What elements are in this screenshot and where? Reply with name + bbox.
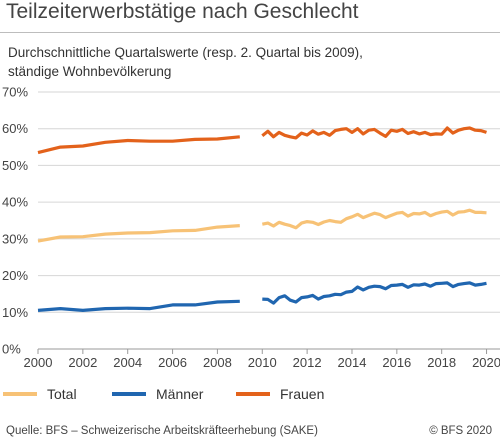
y-tick-label: 70% (2, 85, 28, 100)
y-tick-label: 30% (2, 231, 28, 246)
legend-swatch (112, 392, 146, 396)
series-line-frauen-segment-2 (261, 126, 487, 140)
legend-swatch (236, 392, 270, 396)
legend-item-frauen: Frauen (236, 383, 324, 405)
subtitle-line-2: ständige Wohnbevölkerung (8, 64, 172, 79)
y-tick-label: 20% (2, 268, 28, 283)
y-tick-label: 0% (2, 342, 21, 357)
subtitle-line-1: Durchschnittliche Quartalswerte (resp. 2… (8, 45, 363, 60)
x-tick-label: 2016 (382, 355, 411, 370)
series-line-total-segment-2 (261, 208, 487, 230)
x-tick-label: 2006 (158, 355, 187, 370)
series-lines (37, 126, 487, 312)
x-tick-label: 2020 (472, 355, 500, 370)
x-tick-label: 2000 (24, 355, 53, 370)
legend-label: Total (47, 386, 77, 402)
x-tick-label: 2008 (203, 355, 232, 370)
y-tick-label: 60% (2, 121, 28, 136)
legend-item-m-nner: Männer (112, 383, 203, 405)
gridlines (38, 91, 500, 350)
x-tick-label: 2012 (293, 355, 322, 370)
series-line-total-segment-1 (37, 224, 240, 243)
x-tick-label: 2014 (338, 355, 367, 370)
legend-label: Frauen (280, 386, 325, 402)
y-tick-label: 50% (2, 158, 28, 173)
x-tick-label: 2002 (68, 355, 97, 370)
copyright-note: © BFS 2020 (429, 425, 492, 437)
x-tick-label: 2010 (248, 355, 277, 370)
chart-subtitle: Durchschnittliche Quartalswerte (resp. 2… (8, 43, 488, 81)
x-axis-ticks: 2000 2002 2004 2006 2008 2010 2012 2014 2016 2018… (24, 349, 500, 370)
y-axis-ticks: 0% 10% 20% 30% 40% 50% 60% 70% (2, 85, 28, 357)
y-tick-label: 40% (2, 195, 28, 210)
legend-label: Männer (156, 386, 204, 402)
series-line-m-nner-segment-2 (262, 281, 487, 305)
legend-item-total: Total (3, 383, 77, 405)
page-title: Teilzeiterwerbstätige nach Geschlecht (6, 0, 359, 23)
series-line-frauen-segment-1 (37, 135, 240, 155)
series-line-m-nner-segment-1 (37, 299, 240, 312)
y-tick-label: 10% (2, 305, 28, 320)
x-tick-label: 2004 (113, 355, 142, 370)
legend-swatch (3, 392, 37, 396)
chart-legend: Total Männer Frauen (0, 383, 500, 405)
title-divider (0, 32, 500, 33)
source-note: Quelle: BFS – Schweizerische Arbeitskräf… (6, 425, 318, 437)
x-tick-label: 2018 (427, 355, 456, 370)
